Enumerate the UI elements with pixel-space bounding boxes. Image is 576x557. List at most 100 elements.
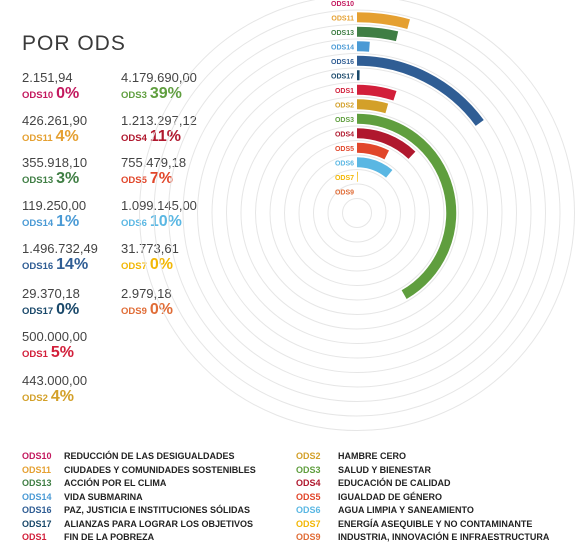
legend-code: ODS6: [296, 505, 321, 515]
bar-ods3: [356, 113, 457, 299]
stat-ods1: 500.000,00 ODS1 5%: [22, 329, 132, 363]
stat-amount: 119.250,00: [22, 198, 87, 213]
grid-ring: [327, 183, 387, 243]
stat-amount: 2.979,18: [121, 286, 172, 301]
legend-name: EDUCACIÓN DE CALIDAD: [338, 478, 451, 488]
stat-ods16: 1.496.732,49 ODS16 14%: [22, 241, 132, 275]
stat-code: ODS3: [121, 90, 147, 101]
stat-ods14: 119.250,00 ODS14 1%: [22, 198, 132, 232]
legend-code: ODS3: [296, 464, 321, 475]
stat-code: ODS4: [121, 133, 147, 144]
grid-ring: [240, 96, 474, 330]
bar-ods16: [356, 55, 484, 126]
legend-name: HAMBRE CERO: [338, 451, 407, 461]
stat-percent: 0%: [56, 301, 80, 318]
stat-code: ODS1: [22, 349, 48, 360]
grid-ring: [182, 38, 532, 388]
stat-amount: 755.479,18: [121, 155, 187, 170]
stat-amount: 500.000,00: [22, 329, 88, 344]
stat-ods11: 426.261,90 ODS11 4%: [22, 113, 132, 147]
stat-percent: 1%: [56, 213, 80, 230]
stat-ods7: 31.773,61 ODS7 0%: [121, 241, 231, 275]
legend-name: ENERGÍA ASEQUIBLE Y NO CONTAMINANTE: [338, 518, 533, 529]
legend-name: ALIANZAS PARA LOGRAR LOS OBJETIVOS: [64, 518, 254, 529]
stat-code: ODS14: [22, 218, 54, 229]
legend-code: ODS11: [22, 464, 52, 475]
grid-ring: [342, 198, 372, 228]
legend-name: REDUCCIÓN DE LAS DESIGUALDADES: [64, 451, 235, 461]
stat-amount: 4.179.690,00: [121, 70, 197, 85]
bar-label-ods6: ODS6: [335, 160, 354, 167]
stat-amount: 1.496.732,49: [22, 241, 98, 256]
bar-label-ods1: ODS1: [335, 88, 354, 95]
bar-label-ods3: ODS3: [335, 117, 354, 124]
stat-ods9: 2.979,18 ODS9 0%: [121, 286, 231, 320]
stat-percent: 0%: [149, 301, 173, 318]
legend-item-ods17: ODS17 ALIANZAS PARA LOGRAR LOS OBJETIVOS: [22, 519, 253, 530]
stat-percent: 7%: [149, 170, 173, 187]
legend-code: ODS1: [22, 532, 47, 542]
bar-label-ods2: ODS2: [335, 102, 354, 109]
bar-label-ods5: ODS5: [335, 146, 354, 153]
chart-title: POR ODS: [22, 32, 126, 55]
bar-ods13: [356, 26, 399, 42]
stat-amount: 443.000,00: [22, 373, 88, 388]
legend-name: AGUA LIMPIA Y SANEAMIENTO: [338, 505, 474, 515]
stat-code: ODS6: [121, 218, 147, 229]
bar-ods5: [356, 142, 390, 160]
legend-item-ods16: ODS16 PAZ, JUSTICIA E INSTITUCIONES SÓLID…: [22, 505, 250, 516]
bar-label-ods16: ODS16: [331, 59, 354, 66]
legend-item-ods10: ODS10 REDUCCIÓN DE LAS DESIGUALDADES: [22, 451, 235, 462]
stat-amount: 426.261,90: [22, 113, 88, 128]
stat-code: ODS13: [22, 175, 54, 186]
legend-name: ACCIÓN POR EL CLIMA: [64, 478, 167, 488]
stat-code: ODS7: [121, 261, 147, 272]
bar-label-ods4: ODS4: [335, 131, 354, 138]
legend-name: VIDA SUBMARINA: [64, 491, 143, 502]
grid-ring: [313, 169, 401, 257]
stat-percent: 5%: [50, 344, 74, 361]
legend-name: IGUALDAD DE GÉNERO: [338, 491, 443, 502]
stat-ods13: 355.918,10 ODS13 3%: [22, 155, 132, 189]
legend-item-ods7: ODS7 ENERGÍA ASEQUIBLE Y NO CONTAMINANTE: [296, 519, 532, 530]
legend-item-ods5: ODS5 IGUALDAD DE GÉNERO: [296, 492, 442, 503]
grid-ring: [139, 0, 575, 431]
stat-code: ODS9: [121, 306, 147, 317]
bar-label-ods10: ODS10: [331, 1, 354, 8]
stat-ods10: 2.151,94 ODS10 0%: [22, 70, 132, 104]
legend-item-ods13: ODS13 ACCIÓN POR EL CLIMA: [22, 478, 166, 489]
grid-ring: [197, 53, 517, 373]
grid-ring: [226, 82, 488, 344]
stat-code: ODS16: [22, 261, 54, 272]
grid-ring: [298, 154, 416, 272]
grid-ring: [255, 111, 459, 315]
legend-item-ods14: ODS14 VIDA SUBMARINA: [22, 492, 143, 503]
stat-ods3: 4.179.690,00 ODS3 39%: [121, 70, 231, 104]
bar-ods11: [356, 12, 410, 30]
legend-item-ods11: ODS11 CIUDADES Y COMUNIDADES SOSTENIBLES: [22, 465, 256, 476]
grid-ring: [168, 24, 546, 402]
grid-ring: [269, 125, 445, 301]
stat-percent: 4%: [55, 128, 79, 145]
grid-ring: [153, 9, 561, 417]
stat-code: ODS5: [121, 175, 147, 186]
stat-code: ODS17: [22, 306, 54, 317]
legend-code: ODS17: [22, 518, 52, 529]
bar-ods1: [356, 84, 397, 101]
bar-label-ods7: ODS7: [335, 175, 354, 182]
grid-ring: [211, 67, 503, 359]
stat-code: ODS2: [22, 393, 48, 404]
legend-code: ODS7: [296, 518, 321, 529]
legend-code: ODS4: [296, 478, 321, 488]
legend-code: ODS13: [22, 478, 52, 488]
legend-name: FIN DE LA POBREZA: [64, 532, 155, 542]
bar-ods4: [356, 128, 416, 159]
legend-code: ODS10: [22, 451, 52, 461]
legend-item-ods6: ODS6 AGUA LIMPIA Y SANEAMIENTO: [296, 505, 474, 516]
stat-amount: 29.370,18: [22, 286, 80, 301]
stat-percent: 4%: [50, 388, 74, 405]
bar-label-ods14: ODS14: [331, 44, 354, 51]
legend-name: PAZ, JUSTICIA E INSTITUCIONES SÓLIDAS: [64, 505, 251, 515]
stat-percent: 0%: [149, 256, 173, 273]
